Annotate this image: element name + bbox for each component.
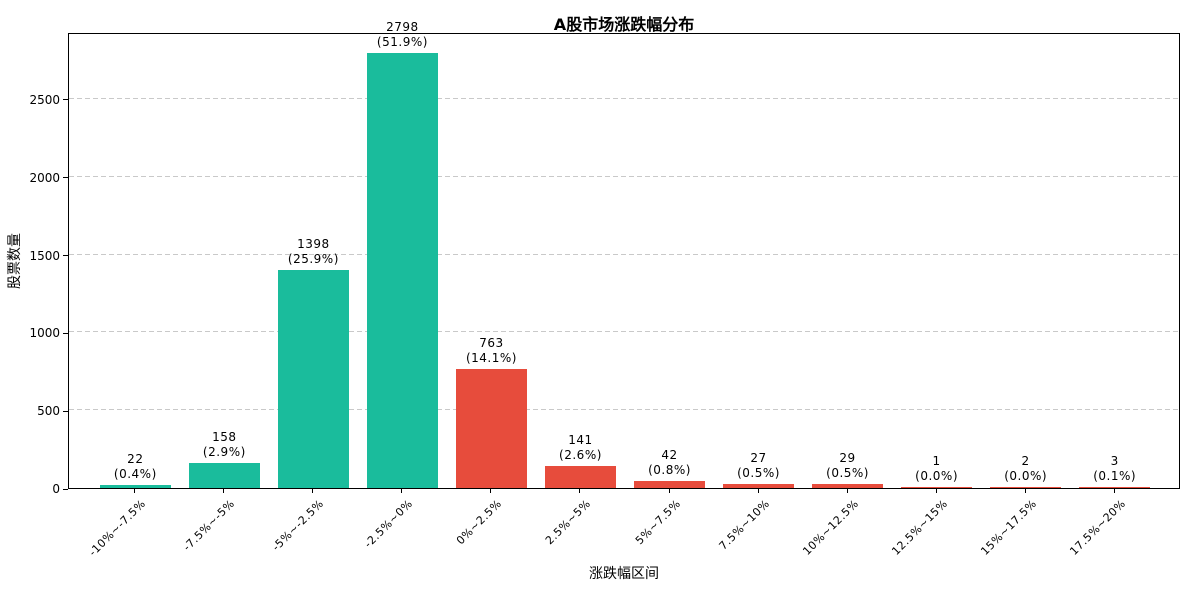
x-tick-label: 15%~17.5%	[977, 497, 1039, 558]
y-tick-mark	[63, 332, 68, 334]
y-tick-mark	[63, 255, 68, 257]
bar-value-label: 2798 (51.9%)	[377, 20, 428, 50]
bar-count: 22	[127, 451, 144, 466]
bar-percent: (51.9%)	[376, 34, 428, 49]
bar-count: 27	[750, 450, 767, 465]
x-tick-label: -7.5%~-5%	[180, 497, 238, 554]
x-tick-mark	[935, 489, 937, 493]
x-tick-label: 12.5%~15%	[888, 497, 950, 558]
x-tick-mark	[134, 489, 136, 493]
x-tick-label: 10%~12.5%	[799, 497, 861, 558]
x-tick-mark	[1113, 489, 1115, 493]
bar	[188, 463, 260, 488]
bar	[277, 270, 349, 488]
y-tick-label: 500	[37, 404, 60, 419]
bar	[811, 483, 884, 488]
bar-value-label: 22 (0.4%)	[114, 452, 157, 482]
bar-count: 3	[1110, 453, 1119, 468]
bar-count: 2798	[386, 19, 419, 34]
bar-value-label: 1398 (25.9%)	[288, 237, 339, 267]
bar	[99, 484, 171, 488]
bar-percent: (0.8%)	[648, 463, 691, 478]
x-tick-mark	[490, 489, 492, 493]
bar-value-label: 42 (0.8%)	[648, 448, 691, 478]
gridline	[69, 97, 1179, 99]
y-tick-label: 2500	[29, 92, 60, 107]
chart-title: A股市场涨跌幅分布	[553, 15, 695, 34]
bar-percent: (14.1%)	[465, 351, 517, 366]
bar	[455, 369, 528, 488]
bar-percent: (0.1%)	[1093, 468, 1137, 483]
bar-percent: (2.9%)	[202, 445, 246, 460]
bar	[1079, 486, 1151, 488]
bar	[990, 486, 1062, 488]
bar	[633, 481, 706, 488]
x-tick-mark	[846, 489, 848, 493]
x-tick-mark	[401, 489, 403, 493]
y-tick-mark	[63, 410, 68, 412]
x-tick-label: 17.5%~20%	[1066, 497, 1128, 558]
gridline	[69, 409, 1179, 411]
gridline	[69, 175, 1179, 177]
bar-percent: (0.5%)	[737, 465, 780, 480]
x-tick-label: -10%~-7.5%	[86, 497, 149, 559]
bar-count: 158	[212, 430, 237, 445]
bar-percent: (25.9%)	[287, 252, 339, 267]
x-tick-label: 0%~2.5%	[454, 497, 505, 548]
y-tick-label: 1000	[29, 326, 60, 341]
bar-percent: (2.6%)	[559, 448, 602, 463]
bar	[900, 486, 973, 488]
y-tick-mark	[63, 488, 68, 490]
bar	[544, 466, 617, 488]
bar-value-label: 3 (0.1%)	[1093, 454, 1136, 484]
x-tick-label: 5%~7.5%	[632, 497, 683, 548]
bar-value-label: 141 (2.6%)	[559, 433, 602, 463]
bar-count: 29	[839, 450, 856, 465]
y-tick-mark	[63, 177, 68, 179]
bar-count: 1398	[297, 237, 330, 252]
x-tick-label: 7.5%~10%	[716, 497, 772, 553]
x-tick-label: -5%~-2.5%	[269, 497, 327, 554]
bar-count: 141	[568, 433, 593, 448]
bar-count: 1	[932, 453, 941, 468]
x-tick-mark	[312, 489, 314, 493]
y-tick-label: 1500	[29, 248, 60, 263]
x-tick-label: -2.5%~0%	[362, 497, 416, 551]
x-tick-mark	[668, 489, 670, 493]
x-axis-label: 涨跌幅区间	[589, 566, 659, 582]
x-tick-mark	[579, 489, 581, 493]
gridline	[69, 331, 1179, 333]
y-tick-label: 2000	[29, 170, 60, 185]
gridline	[69, 253, 1179, 255]
x-tick-mark	[223, 489, 225, 493]
bar-value-label: 27 (0.5%)	[737, 451, 780, 481]
bar-value-label: 158 (2.9%)	[203, 430, 246, 460]
y-tick-mark	[63, 99, 68, 101]
bar-value-label: 29 (0.5%)	[826, 451, 869, 481]
plot-area: 22 (0.4%) 158 (2.9%) 1398 (25.9%) 2798 (51.9%) 7…	[68, 20, 1180, 489]
bar-count: 763	[479, 336, 504, 351]
y-tick-label: 0	[52, 482, 60, 496]
bar-percent: (0.0%)	[1004, 468, 1048, 483]
bar-percent: (0.4%)	[113, 466, 157, 481]
bar-percent: (0.0%)	[915, 468, 959, 483]
bar-count: 2	[1021, 453, 1030, 468]
bar-value-label: 763 (14.1%)	[466, 336, 517, 366]
bar	[722, 483, 795, 488]
x-tick-mark	[1024, 489, 1026, 493]
x-tick-label: 2.5%~5%	[543, 497, 594, 548]
bar-value-label: 1 (0.0%)	[915, 454, 958, 484]
bar-value-label: 2 (0.0%)	[1004, 454, 1047, 484]
bar	[366, 52, 439, 488]
bar-count: 42	[661, 448, 678, 463]
x-tick-mark	[757, 489, 759, 493]
bar-percent: (0.5%)	[826, 465, 869, 480]
